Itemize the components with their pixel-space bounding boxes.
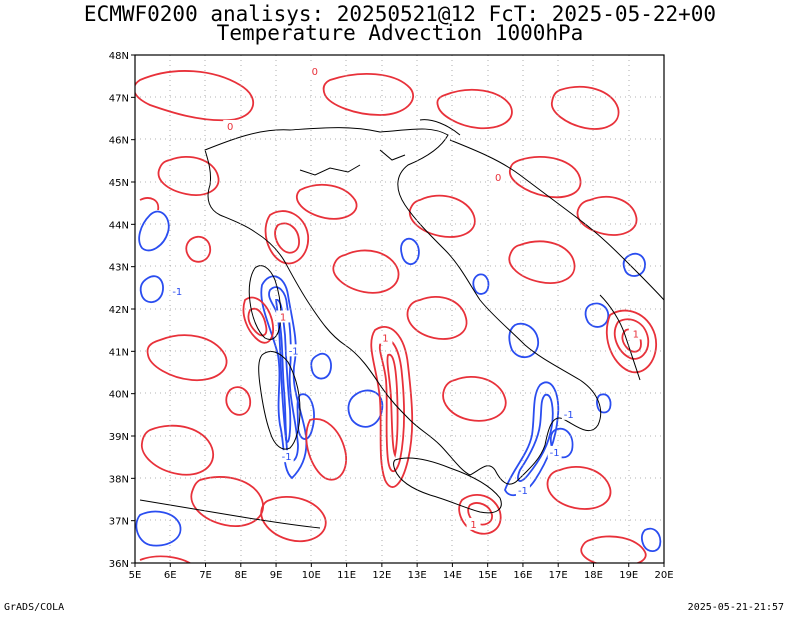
lon-label: 6E [164, 570, 177, 581]
lat-label: 45N [109, 178, 129, 189]
contour-label: -1 [564, 410, 574, 421]
contour-label: 1 [633, 329, 639, 340]
lon-label: 7E [199, 570, 212, 581]
title-line-1: ECMWF0200 analisys: 20250521@12 FcT: 202… [83, 2, 717, 26]
contour-label-bg [286, 344, 301, 357]
coastline-borders [139, 119, 664, 529]
lon-label: 20E [654, 570, 673, 581]
lat-label: 46N [109, 136, 129, 147]
contour-label-bg [279, 450, 294, 463]
contour-label: 1 [470, 520, 476, 531]
warm-advection-contours [135, 70, 658, 563]
contour-label: 1 [382, 334, 388, 345]
contour-label-bg [628, 327, 643, 340]
contour-label-bg [307, 64, 322, 77]
lat-label: 37N [109, 517, 129, 528]
lon-label: 15E [478, 570, 497, 581]
contour-label-bg [491, 170, 506, 183]
lon-label: 17E [549, 570, 568, 581]
map-axes: 5E 6E 7E 8E 9E 10E 11E 12E 13E 14E 15E 16E 17E 18E 19E… [109, 51, 674, 581]
contour-label-bg [223, 119, 238, 132]
lat-label: 47N [109, 93, 129, 104]
contour-label-bg [561, 407, 576, 420]
lon-label: 5E [129, 570, 142, 581]
lon-label: 10E [302, 570, 321, 581]
contour-label-bg [547, 445, 562, 458]
contour-label: -1 [518, 486, 528, 497]
title-line-2: Temperature Advection 1000hPa [216, 21, 584, 45]
lon-label: 8E [234, 570, 247, 581]
lat-label: 36N [109, 559, 129, 570]
contour-labels: 0 0 0 1 -1 1 -1 -1 -1 1 -1 1 -1 [170, 64, 643, 531]
contour-label: 0 [495, 173, 501, 184]
contour-label: -1 [172, 287, 182, 298]
timestamp: 2025-05-21-21:57 [687, 602, 784, 613]
contour-label: 1 [280, 312, 286, 323]
lat-label: 44N [109, 220, 129, 231]
lat-label: 43N [109, 263, 129, 274]
contour-label: 0 [227, 122, 233, 133]
lat-label: 38N [109, 474, 129, 485]
lat-label: 42N [109, 305, 129, 316]
cold-advection-contours [135, 210, 662, 553]
lat-label: 48N [109, 51, 129, 62]
lon-label: 18E [584, 570, 603, 581]
contour-label: -1 [289, 346, 299, 357]
lon-label: 12E [372, 570, 391, 581]
grads-credit: GrADS/COLA [4, 602, 65, 613]
contour-label: -1 [550, 448, 560, 459]
lon-label: 19E [619, 570, 638, 581]
map-background [135, 55, 664, 563]
contour-label-bg [170, 285, 185, 298]
contour-label-bg [276, 310, 291, 323]
contour-label-bg [378, 331, 393, 344]
lat-label: 40N [109, 390, 129, 401]
contour-label-bg [466, 517, 481, 530]
lat-label: 41N [109, 347, 129, 358]
lon-label: 13E [408, 570, 427, 581]
lon-label: 9E [270, 570, 283, 581]
contour-label: 0 [312, 67, 318, 78]
lon-label: 16E [513, 570, 532, 581]
lon-label: 11E [337, 570, 356, 581]
lon-label: 14E [443, 570, 462, 581]
lat-label: 39N [109, 432, 129, 443]
contour-label-bg [515, 484, 530, 497]
contour-label: -1 [282, 452, 292, 463]
